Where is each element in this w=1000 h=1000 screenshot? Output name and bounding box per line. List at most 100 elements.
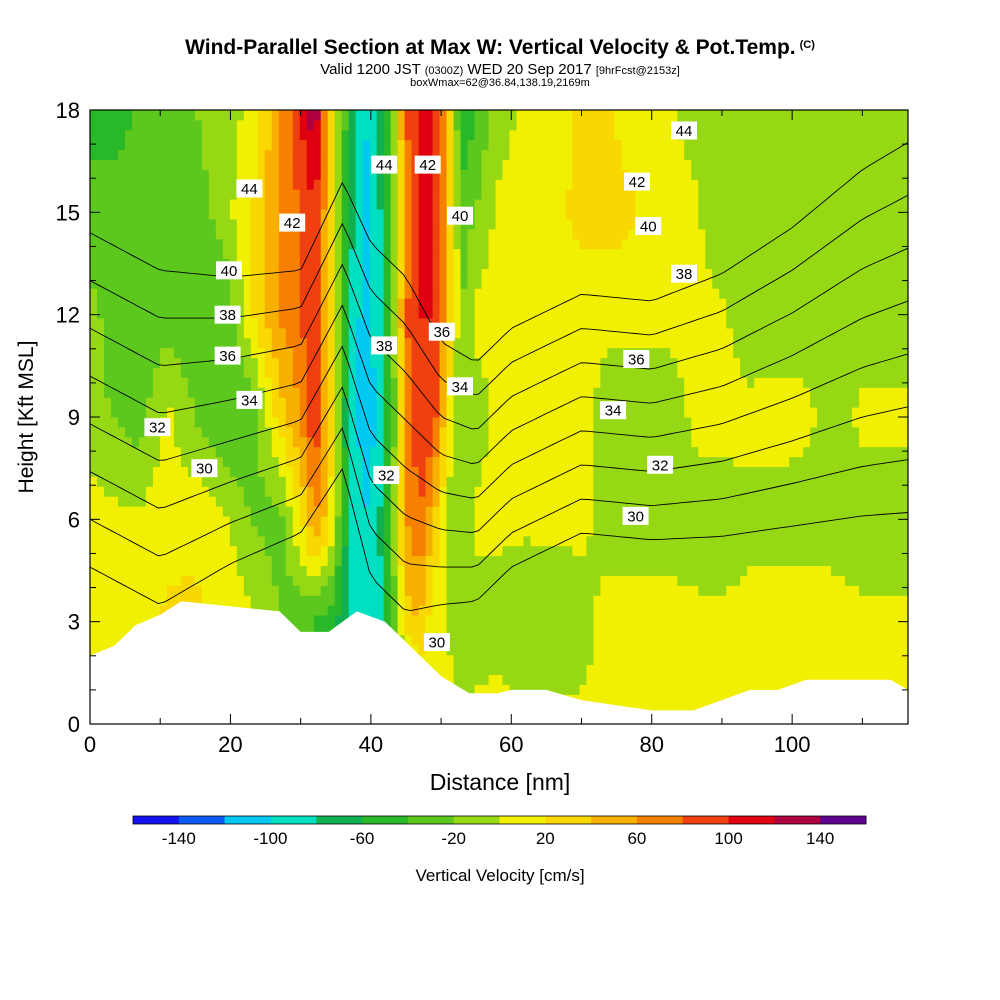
velocity-cell (404, 436, 413, 448)
velocity-cell (187, 386, 252, 398)
velocity-cell (684, 139, 908, 151)
velocity-cell (341, 258, 350, 269)
velocity-cell (306, 525, 315, 537)
velocity-cell (320, 168, 329, 180)
velocity-cell (446, 347, 455, 359)
velocity-cell (299, 297, 322, 309)
velocity-cell (348, 188, 357, 200)
velocity-cell (509, 683, 580, 695)
velocity-cell (208, 485, 245, 497)
contour-label-text: 42 (419, 157, 436, 174)
velocity-cell (446, 426, 455, 438)
velocity-cell (278, 159, 294, 170)
velocity-cell (320, 218, 329, 230)
velocity-cell (439, 456, 448, 468)
theta-contour-30 (90, 467, 908, 612)
velocity-cell (390, 426, 399, 438)
velocity-cell (453, 228, 462, 240)
contour-label-text: 40 (221, 263, 238, 280)
velocity-cell (299, 287, 322, 299)
velocity-cell (698, 446, 804, 458)
velocity-cell (243, 357, 259, 368)
velocity-cell (516, 110, 574, 121)
velocity-cell (432, 485, 441, 497)
contour-label-box (279, 213, 306, 232)
y-tick-label: 0 (68, 712, 80, 737)
velocity-cell (586, 664, 908, 675)
velocity-cell (460, 327, 476, 339)
velocity-cell (236, 327, 245, 339)
velocity-cell (348, 238, 357, 250)
velocity-cell (90, 515, 231, 527)
velocity-cell (460, 287, 476, 299)
velocity-cell (509, 149, 574, 161)
velocity-cell (859, 436, 908, 448)
velocity-cell (733, 327, 908, 339)
velocity-cell (278, 426, 294, 438)
velocity-cell (334, 376, 343, 388)
contour-label-box (635, 217, 662, 235)
velocity-cell (271, 565, 287, 576)
velocity-cell (341, 456, 350, 468)
velocity-cell (334, 258, 343, 269)
velocity-cell (264, 277, 280, 289)
velocity-cell (285, 327, 301, 339)
velocity-cell (278, 466, 294, 477)
velocity-cell (264, 366, 280, 378)
velocity-cell (593, 495, 908, 507)
velocity-cell (348, 287, 364, 299)
velocity-cell (90, 258, 231, 269)
velocity-cell (446, 406, 455, 418)
velocity-cell (460, 307, 476, 319)
velocity-cell (390, 376, 399, 388)
velocity-cell (278, 366, 294, 378)
velocity-cell (152, 366, 182, 378)
velocity-cell (446, 168, 455, 180)
velocity-cell (411, 525, 427, 537)
velocity-cell (376, 188, 385, 200)
colorbar-swatch (499, 816, 546, 824)
velocity-cell (432, 168, 441, 180)
velocity-cell (390, 110, 399, 121)
velocity-cell (271, 446, 287, 458)
velocity-cell (278, 287, 301, 299)
velocity-cell (278, 614, 315, 626)
velocity-cell (383, 406, 392, 418)
velocity-cell (418, 218, 434, 230)
velocity-cell (334, 406, 343, 418)
velocity-cell (138, 436, 161, 448)
velocity-cell (439, 406, 448, 418)
velocity-cell (285, 545, 301, 557)
velocity-cell (320, 119, 329, 131)
velocity-cell (432, 475, 441, 487)
velocity-cell (404, 654, 455, 666)
velocity-cell (397, 555, 406, 567)
velocity-cell (257, 357, 266, 368)
velocity-cell (439, 376, 448, 388)
velocity-cell (320, 545, 329, 557)
velocity-cell (292, 178, 308, 190)
velocity-cell (90, 208, 210, 220)
velocity-cell (292, 168, 308, 180)
colorbar-swatch (316, 816, 363, 824)
velocity-cell (264, 347, 273, 359)
colorbar-swatch (407, 816, 455, 824)
velocity-cell (257, 366, 266, 378)
colorbar-tick-label: -140 (162, 829, 196, 848)
contour-label-box (414, 155, 441, 174)
velocity-cell (418, 604, 434, 616)
velocity-cell (90, 545, 238, 557)
velocity-cell (474, 297, 727, 309)
velocity-cell (90, 505, 224, 517)
velocity-cell (411, 178, 420, 190)
velocity-cell (362, 178, 371, 190)
velocity-cell (299, 119, 308, 131)
velocity-cell (397, 584, 406, 596)
velocity-cell (369, 188, 378, 200)
velocity-cell (271, 376, 280, 388)
velocity-cell (334, 485, 343, 497)
velocity-cell (320, 426, 329, 438)
velocity-cell (411, 436, 434, 448)
velocity-cell (677, 129, 908, 141)
contour-label: 38 (671, 264, 697, 283)
